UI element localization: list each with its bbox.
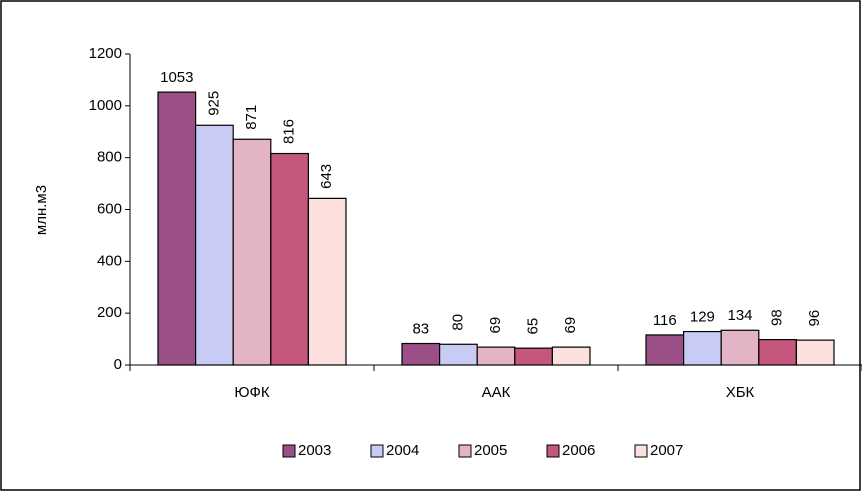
y-tick-label: 1000 <box>89 97 122 114</box>
bar <box>645 334 685 366</box>
bar <box>551 346 591 366</box>
legend-label: 2004 <box>386 442 419 459</box>
bar <box>514 347 553 366</box>
y-tick-label: 600 <box>97 200 122 217</box>
data-label: 65 <box>525 318 542 335</box>
y-tick-label: 200 <box>97 304 122 321</box>
legend-label: 2007 <box>650 442 683 459</box>
bar <box>682 330 722 366</box>
x-tick-label: ААК <box>482 384 511 401</box>
data-label: 69 <box>487 317 504 334</box>
data-label: 69 <box>562 317 579 334</box>
bar <box>439 343 478 366</box>
data-label: 116 <box>653 312 677 329</box>
x-tick-label: ЮФК <box>234 384 270 401</box>
y-axis-label: млн.м3 <box>33 185 50 235</box>
legend-swatch <box>458 444 472 458</box>
data-label: 643 <box>318 164 335 189</box>
data-label: 134 <box>727 307 752 324</box>
data-label: 96 <box>806 310 823 327</box>
y-tick-label: 1200 <box>89 45 122 62</box>
bar <box>720 329 760 366</box>
bar <box>758 339 797 366</box>
x-tick-label: ХБК <box>726 384 755 401</box>
legend-label: 2006 <box>562 442 595 459</box>
bar <box>476 346 516 366</box>
data-label: 871 <box>243 105 260 130</box>
bar <box>307 197 347 366</box>
data-label: 129 <box>690 309 715 326</box>
legend-label: 2005 <box>474 442 507 459</box>
bar <box>232 138 272 366</box>
legend-label: 2003 <box>298 442 331 459</box>
legend-swatch <box>546 444 560 458</box>
legend-swatch <box>282 444 296 458</box>
bar <box>795 339 835 366</box>
bar <box>157 91 197 366</box>
bar <box>401 342 441 366</box>
y-tick-label: 400 <box>97 252 122 269</box>
data-label: 816 <box>281 119 298 144</box>
legend-swatch <box>634 444 648 458</box>
data-label: 1053 <box>160 69 193 86</box>
data-label: 83 <box>412 320 429 337</box>
bar <box>270 152 309 366</box>
data-label: 925 <box>205 91 222 116</box>
data-label: 98 <box>769 309 786 326</box>
data-label: 80 <box>449 314 466 331</box>
bar <box>195 124 234 366</box>
y-tick-label: 800 <box>97 149 122 166</box>
y-tick-label: 0 <box>114 356 122 373</box>
legend-swatch <box>370 444 384 458</box>
